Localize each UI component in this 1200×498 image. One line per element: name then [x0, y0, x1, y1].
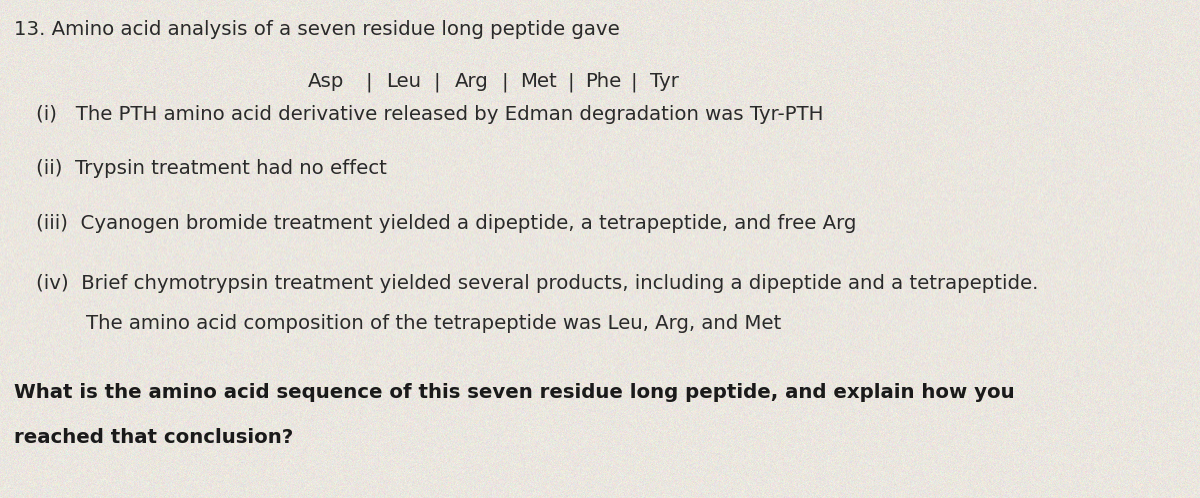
Text: The amino acid composition of the tetrapeptide was Leu, Arg, and Met: The amino acid composition of the tetrap…	[36, 314, 781, 333]
Text: What is the amino acid sequence of this seven residue long peptide, and explain : What is the amino acid sequence of this …	[14, 383, 1015, 402]
Text: 13. Amino acid analysis of a seven residue long peptide gave: 13. Amino acid analysis of a seven resid…	[14, 20, 620, 39]
Text: (iv)  Brief chymotrypsin treatment yielded several products, including a dipepti: (iv) Brief chymotrypsin treatment yielde…	[36, 274, 1038, 293]
Text: Leu: Leu	[385, 72, 421, 91]
Text: |: |	[568, 72, 575, 92]
Text: Tyr: Tyr	[650, 72, 679, 91]
Text: |: |	[502, 72, 509, 92]
Text: reached that conclusion?: reached that conclusion?	[14, 428, 294, 447]
Text: |: |	[630, 72, 637, 92]
Text: |: |	[433, 72, 440, 92]
Text: (iii)  Cyanogen bromide treatment yielded a dipeptide, a tetrapeptide, and free : (iii) Cyanogen bromide treatment yielded…	[36, 214, 857, 233]
Text: Phe: Phe	[586, 72, 622, 91]
Text: Met: Met	[521, 72, 557, 91]
Text: |: |	[365, 72, 372, 92]
Text: (ii)  Trypsin treatment had no effect: (ii) Trypsin treatment had no effect	[36, 159, 386, 178]
Text: (i)   The PTH amino acid derivative released by Edman degradation was Tyr-PTH: (i) The PTH amino acid derivative releas…	[36, 105, 823, 124]
Text: Arg: Arg	[455, 72, 488, 91]
Text: Asp: Asp	[308, 72, 344, 91]
